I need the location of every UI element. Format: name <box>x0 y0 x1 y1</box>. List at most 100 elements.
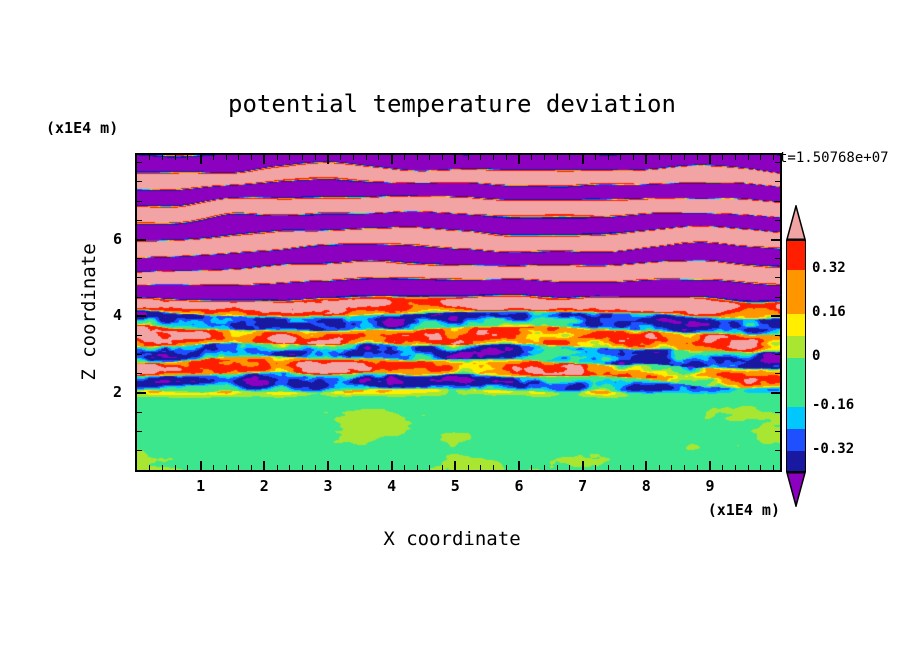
x-tick-bottom <box>454 461 457 470</box>
x-tick-bottom <box>747 465 749 470</box>
colorbar-segment <box>786 429 805 451</box>
colorbar-label: 0.32 <box>812 260 846 276</box>
x-tick-top <box>684 155 685 160</box>
y-tick-left <box>137 258 142 260</box>
x-tick-bottom <box>773 465 775 470</box>
x-tick-bottom <box>416 465 418 470</box>
y-tick-left <box>137 354 142 356</box>
colorbar-segment <box>786 407 805 429</box>
y-tick-left <box>137 296 142 298</box>
x-tick-bottom <box>161 465 163 470</box>
x-tick-top <box>416 155 418 160</box>
x-tick-bottom <box>212 465 214 470</box>
x-tick-bottom <box>556 465 558 470</box>
colorbar-segment <box>786 314 805 336</box>
y-tick-left <box>137 219 142 221</box>
colorbar-segment <box>786 241 805 270</box>
x-tick-bottom <box>633 465 635 470</box>
y-tick-left <box>137 315 146 318</box>
x-tick-top <box>199 155 202 164</box>
y-tick-left <box>137 200 142 202</box>
x-tick-bottom <box>403 465 405 470</box>
x-tick-bottom <box>149 465 151 470</box>
colorbar-bar <box>785 240 806 472</box>
x-tick-bottom <box>734 465 736 470</box>
x-axis-label: X coordinate <box>383 528 521 550</box>
x-tick-top <box>581 155 584 164</box>
y-tick-right <box>775 431 780 433</box>
colorbar-arrow-up-icon <box>785 205 806 240</box>
x-tick-bottom <box>607 465 609 470</box>
x-tick-label: 1 <box>196 477 206 495</box>
x-tick-top <box>645 155 648 164</box>
x-tick-top <box>187 155 189 160</box>
x-tick-label: 3 <box>323 477 333 495</box>
x-tick-top <box>149 155 151 160</box>
y-tick-right <box>775 258 780 260</box>
x-tick-bottom <box>238 465 240 470</box>
x-tick-top <box>365 155 367 160</box>
time-label: t=1.50768e+07 <box>779 150 889 166</box>
y-tick-right <box>775 181 780 183</box>
x-tick-top <box>340 155 342 160</box>
x-tick-bottom <box>199 461 202 470</box>
x-tick-top <box>633 155 635 160</box>
x-tick-bottom <box>708 461 711 470</box>
x-tick-bottom <box>645 461 648 470</box>
x-tick-top <box>594 155 596 160</box>
y-tick-left <box>137 411 142 413</box>
x-tick-label: 4 <box>387 477 397 495</box>
x-tick-top <box>505 155 507 160</box>
x-tick-top <box>671 155 673 160</box>
x-tick-top <box>760 155 762 160</box>
x-tick-bottom <box>326 461 329 470</box>
x-tick-bottom <box>251 465 253 470</box>
y-tick-left <box>137 162 142 164</box>
x-tick-top <box>276 155 278 160</box>
x-tick-top <box>556 155 558 160</box>
x-tick-label: 6 <box>514 477 524 495</box>
x-tick-top <box>531 155 533 160</box>
x-tick-bottom <box>340 465 342 470</box>
x-tick-label: 9 <box>705 477 715 495</box>
x-tick-bottom <box>429 465 431 470</box>
x-tick-bottom <box>505 465 507 470</box>
x-tick-bottom <box>289 465 291 470</box>
x-tick-top <box>429 155 431 160</box>
x-tick-top <box>696 155 698 160</box>
axis-ticks <box>137 155 780 470</box>
x-tick-top <box>238 155 240 160</box>
colorbar-segment <box>786 270 805 314</box>
x-tick-label: 8 <box>641 477 651 495</box>
y-tick-right <box>775 296 780 298</box>
x-tick-top <box>352 155 354 160</box>
y-axis-units: (x1E4 m) <box>46 119 119 137</box>
x-tick-bottom <box>581 461 584 470</box>
x-tick-bottom <box>517 461 520 470</box>
x-tick-label: 7 <box>578 477 588 495</box>
x-tick-bottom <box>760 465 762 470</box>
x-tick-top <box>480 155 482 160</box>
x-tick-top <box>263 155 266 164</box>
x-tick-top <box>607 155 609 160</box>
colorbar-segment <box>786 336 805 358</box>
y-tick-right <box>775 411 780 413</box>
x-tick-bottom <box>569 465 571 470</box>
y-tick-right <box>771 238 780 241</box>
x-tick-bottom <box>225 465 227 470</box>
x-tick-label: 2 <box>259 477 269 495</box>
x-tick-top <box>734 155 736 160</box>
x-tick-label: 5 <box>450 477 460 495</box>
y-tick-left <box>137 392 146 395</box>
x-tick-bottom <box>365 465 367 470</box>
x-tick-bottom <box>187 465 189 470</box>
y-tick-right <box>775 200 780 202</box>
y-tick-label: 2 <box>112 383 122 402</box>
colorbar-label: -0.32 <box>812 441 855 457</box>
x-tick-top <box>403 155 405 160</box>
x-tick-top <box>722 155 724 160</box>
y-tick-left <box>137 450 142 452</box>
y-tick-right <box>771 392 780 395</box>
x-tick-bottom <box>174 465 176 470</box>
y-tick-right <box>775 335 780 337</box>
